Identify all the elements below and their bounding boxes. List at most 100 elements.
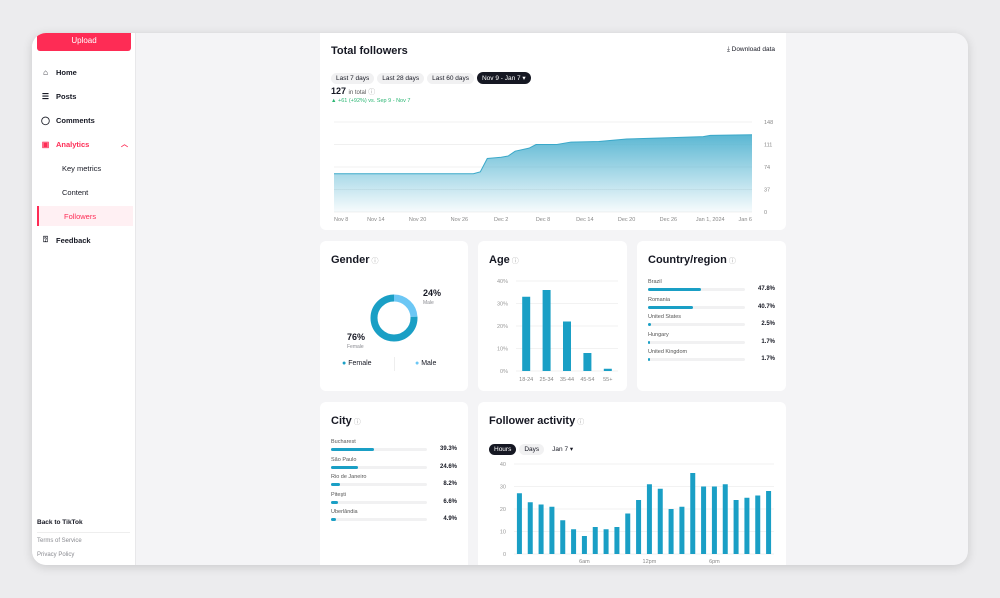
bar-track <box>331 448 427 451</box>
bar-fill <box>331 448 375 451</box>
bar-track <box>648 323 745 326</box>
gender-card: Gender ⓘ 24% Male 76% Female ● Female ● M… <box>320 241 468 391</box>
sidebar-item-label: Content <box>62 187 89 197</box>
bar-fill <box>331 518 337 521</box>
analytics-icon: ▣ <box>41 139 50 149</box>
bar <box>766 491 772 554</box>
tab-hours[interactable]: Hours <box>489 444 517 455</box>
x-tick-label: Nov 8 <box>334 217 348 223</box>
x-tick-label: Dec 26 <box>660 217 677 223</box>
download-data-button[interactable]: ⤓ Download data <box>727 46 775 54</box>
download-icon: ⤓ <box>726 46 730 53</box>
sidebar-item-analytics[interactable]: ▣ Analytics ︿ <box>32 134 136 154</box>
tab-days[interactable]: Days <box>519 444 545 455</box>
male-pct: 24% <box>423 288 442 298</box>
info-icon: ⓘ <box>728 258 736 265</box>
x-tick-label: 6pm <box>709 559 720 565</box>
area-fill <box>334 134 752 212</box>
sidebar-item-posts[interactable]: ☰ Posts <box>32 86 136 106</box>
bar <box>516 493 522 554</box>
y-tick-label: 0 <box>503 552 506 558</box>
bar-track <box>648 288 745 291</box>
y-tick-label: 37 <box>764 188 770 194</box>
row-label: United Kingdom <box>648 349 688 355</box>
total-followers-card: Total followers ⤓ Download data Last 7 d… <box>320 33 786 230</box>
list-icon: ☰ <box>41 91 50 101</box>
legend-label: Male <box>421 360 437 367</box>
male-label: Male <box>423 300 434 306</box>
row-pct: 8.2% <box>443 481 457 487</box>
sidebar-item-followers[interactable]: Followers <box>37 206 133 226</box>
row-pct: 6.6% <box>443 498 457 505</box>
list-item: Romania 40.7% <box>648 297 775 314</box>
privacy-link[interactable]: Privacy Policy <box>37 552 75 558</box>
bar-track <box>331 518 427 521</box>
list-item: Rio de Janeiro 8.2% <box>331 474 457 491</box>
bar-fill <box>331 500 339 504</box>
change-value: +61 (+92%) vs. Sep 9 - Nov 7 <box>337 98 411 104</box>
bar <box>755 495 761 554</box>
y-tick-label: 74 <box>764 165 770 171</box>
bar <box>744 497 750 554</box>
card-title: Country/region ⓘ <box>648 254 736 266</box>
terms-link[interactable]: Terms of Service <box>37 538 82 544</box>
range-custom[interactable]: Nov 9 - Jan 7 ▾ <box>476 72 531 84</box>
info-icon: ⓘ <box>353 419 361 426</box>
card-title: Follower activity ⓘ <box>489 415 584 427</box>
upload-button[interactable]: Upload <box>37 33 131 51</box>
x-tick-label: 25-34 <box>540 377 554 383</box>
sidebar-item-key-metrics[interactable]: Key metrics <box>32 158 136 178</box>
bar-track <box>648 340 745 344</box>
bar <box>701 486 707 554</box>
row-pct: 24.6% <box>439 463 457 470</box>
list-item: Brazil 47.8% <box>648 279 775 296</box>
bar-fill <box>648 358 650 361</box>
feedback-icon: ⍰ <box>43 235 48 244</box>
bar <box>646 484 652 554</box>
list-item: Bucharest 39.3% <box>331 439 457 456</box>
list-item: United Kingdom 1.7% <box>648 349 775 366</box>
bar <box>592 527 598 554</box>
y-tick-label: 111 <box>764 143 772 149</box>
bar-fill <box>331 483 341 486</box>
date-select[interactable]: Jan 7 ▾ <box>552 446 574 453</box>
y-tick-label: 0% <box>500 369 508 375</box>
x-tick-label: Dec 8 <box>536 217 550 223</box>
divider <box>37 532 130 533</box>
x-tick-label: Dec 14 <box>576 217 593 223</box>
range-last-28[interactable]: Last 28 days <box>377 73 425 84</box>
title-text: Country/region <box>648 254 727 266</box>
bar <box>542 290 551 371</box>
y-tick-label: 10% <box>497 347 508 353</box>
series-line <box>334 134 753 175</box>
bar <box>690 473 696 554</box>
row-label: Brazil <box>648 279 662 285</box>
x-tick-label: Nov 14 <box>367 217 384 223</box>
bar <box>722 484 728 554</box>
bar <box>527 502 533 554</box>
bar <box>549 506 555 554</box>
sidebar-item-comments[interactable]: ◯ Comments <box>32 110 136 130</box>
row-pct: 47.8% <box>757 286 775 292</box>
row-label: Hungary <box>648 331 669 338</box>
range-last-60[interactable]: Last 60 days <box>427 73 474 84</box>
follower-activity-card: Follower activity ⓘ Hours Days Jan 7 ▾ 40 30… <box>478 402 786 565</box>
x-tick-label: 6am <box>579 559 590 565</box>
list-item: São Paulo 24.6% <box>331 457 457 474</box>
x-tick-label: Jan 6 <box>739 217 752 223</box>
bar-fill <box>331 465 359 469</box>
activity-tabs: Hours Days Jan 7 ▾ <box>489 438 581 456</box>
bar <box>603 368 612 371</box>
bar <box>614 527 620 554</box>
country-card: Country/region ⓘ Brazil 47.8% Romania 40.7% U… <box>637 241 786 391</box>
sidebar-item-feedback[interactable]: ⍰ Feedback <box>32 230 136 250</box>
sidebar-item-home[interactable]: ⌂ Home <box>32 62 136 82</box>
row-pct: 1.7% <box>761 338 775 345</box>
y-tick-label: 20% <box>497 324 508 330</box>
sidebar-item-content[interactable]: Content <box>32 182 136 202</box>
x-tick-label: Nov 26 <box>451 217 468 223</box>
back-to-tiktok-link[interactable]: Back to TikTok <box>37 519 83 526</box>
range-last-7[interactable]: Last 7 days <box>331 73 375 84</box>
row-label: Bucharest <box>331 439 356 445</box>
y-tick-label: 10 <box>500 530 506 536</box>
